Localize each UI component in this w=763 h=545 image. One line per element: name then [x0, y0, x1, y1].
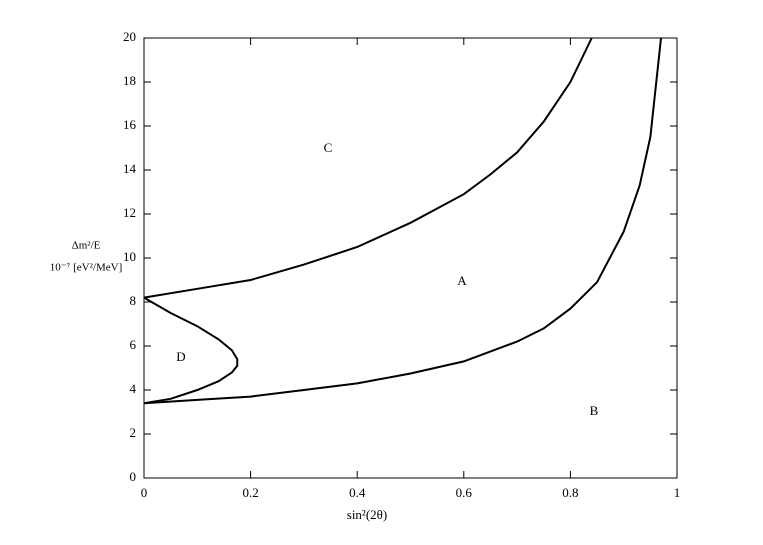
y-axis-label: Δm²/E — [72, 240, 101, 252]
y-tick-label: 4 — [130, 381, 137, 396]
x-tick-label: 0.4 — [349, 485, 366, 500]
region-label: C — [324, 140, 333, 155]
y-tick-label: 14 — [123, 161, 137, 176]
y-tick-label: 6 — [130, 337, 137, 352]
y-axis-label: 10⁻⁷ [eV²/MeV] — [50, 262, 123, 274]
x-axis-label: sin²(2θ) — [347, 507, 387, 522]
region-label: B — [590, 403, 599, 418]
y-tick-label: 12 — [123, 205, 136, 220]
y-tick-label: 10 — [123, 249, 136, 264]
curve — [143, 37, 663, 405]
x-tick-label: 0.2 — [242, 485, 258, 500]
y-tick-label: 0 — [130, 469, 137, 484]
curve — [143, 296, 239, 405]
y-tick-label: 8 — [130, 293, 137, 308]
x-tick-label: 0.6 — [456, 485, 473, 500]
region-label: D — [176, 349, 185, 364]
x-tick-label: 0.8 — [562, 485, 578, 500]
curve — [143, 37, 593, 299]
x-tick-label: 0 — [141, 485, 148, 500]
x-tick-label: 1 — [674, 485, 681, 500]
y-tick-label: 18 — [123, 73, 136, 88]
y-tick-label: 2 — [130, 425, 137, 440]
y-tick-label: 16 — [123, 117, 137, 132]
y-tick-label: 20 — [123, 29, 136, 44]
region-label: A — [457, 273, 467, 288]
